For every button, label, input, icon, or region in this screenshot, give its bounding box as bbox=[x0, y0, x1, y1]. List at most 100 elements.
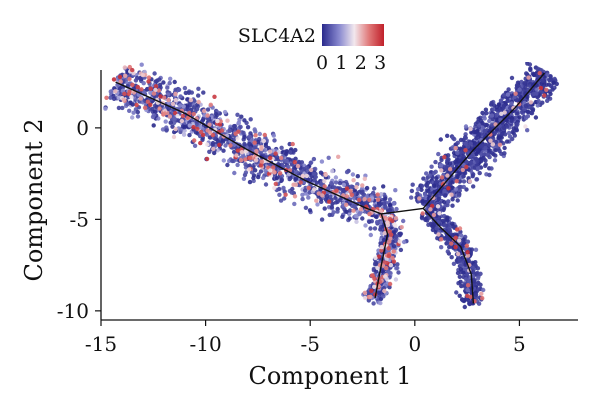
data-point bbox=[471, 184, 476, 189]
data-point bbox=[454, 179, 459, 184]
data-point bbox=[232, 170, 237, 176]
data-point bbox=[121, 97, 127, 103]
data-point bbox=[322, 184, 327, 189]
data-point bbox=[329, 204, 334, 210]
data-point bbox=[235, 112, 240, 118]
data-point bbox=[506, 87, 511, 92]
data-point bbox=[173, 110, 178, 116]
data-point bbox=[163, 119, 168, 124]
data-point bbox=[514, 111, 519, 116]
data-point bbox=[173, 87, 178, 93]
data-point bbox=[223, 143, 228, 148]
data-point bbox=[449, 192, 454, 197]
data-point bbox=[502, 110, 507, 115]
data-point bbox=[258, 163, 264, 168]
data-point bbox=[205, 113, 210, 118]
data-point bbox=[436, 151, 441, 157]
data-point bbox=[368, 294, 373, 299]
data-point bbox=[302, 188, 308, 193]
data-point bbox=[243, 162, 248, 167]
data-point bbox=[187, 132, 192, 138]
data-point bbox=[157, 106, 162, 111]
data-point bbox=[481, 152, 487, 157]
data-point bbox=[451, 261, 457, 266]
data-point bbox=[368, 226, 373, 231]
data-point bbox=[526, 109, 531, 115]
data-point bbox=[467, 179, 473, 184]
data-point bbox=[201, 116, 206, 121]
data-point bbox=[420, 199, 426, 204]
trajectory-lines bbox=[115, 72, 546, 304]
data-point bbox=[473, 156, 478, 161]
data-point bbox=[388, 262, 394, 268]
data-point bbox=[459, 297, 465, 302]
data-point bbox=[453, 145, 458, 151]
data-point bbox=[463, 124, 469, 129]
data-point bbox=[242, 118, 247, 123]
data-point bbox=[130, 67, 135, 73]
data-point bbox=[451, 150, 457, 156]
data-point bbox=[201, 108, 207, 114]
data-point bbox=[164, 128, 169, 133]
data-point bbox=[373, 255, 378, 261]
data-point bbox=[391, 201, 396, 206]
data-point bbox=[502, 145, 507, 151]
data-point bbox=[424, 183, 430, 189]
data-point bbox=[453, 244, 458, 250]
data-point bbox=[459, 233, 464, 238]
data-point bbox=[227, 158, 232, 164]
data-point bbox=[434, 226, 439, 231]
data-point bbox=[515, 122, 520, 127]
data-point bbox=[156, 88, 161, 93]
data-point bbox=[540, 78, 545, 83]
data-point bbox=[268, 155, 273, 161]
data-point bbox=[436, 196, 441, 202]
data-point bbox=[447, 167, 453, 172]
data-point bbox=[362, 295, 368, 301]
data-point bbox=[151, 113, 156, 118]
data-point bbox=[395, 262, 400, 267]
data-point bbox=[261, 138, 266, 144]
data-point bbox=[360, 216, 365, 221]
data-point bbox=[505, 92, 511, 97]
data-point bbox=[409, 195, 414, 200]
data-point bbox=[266, 146, 271, 151]
data-point bbox=[464, 159, 469, 165]
data-point bbox=[458, 267, 464, 272]
data-point bbox=[294, 170, 299, 175]
data-point bbox=[166, 106, 172, 111]
data-point bbox=[390, 218, 395, 224]
data-point bbox=[344, 186, 350, 191]
data-point bbox=[445, 158, 450, 163]
data-point bbox=[552, 76, 557, 82]
data-point bbox=[207, 122, 212, 127]
data-point bbox=[142, 105, 148, 111]
data-point bbox=[344, 209, 349, 214]
data-point bbox=[465, 287, 470, 293]
data-point bbox=[371, 301, 376, 306]
data-point bbox=[292, 165, 297, 170]
data-point bbox=[192, 143, 198, 148]
data-point bbox=[512, 133, 517, 138]
data-point bbox=[146, 75, 152, 80]
data-point bbox=[465, 283, 471, 288]
data-point bbox=[397, 231, 403, 236]
data-point bbox=[173, 98, 178, 103]
data-point bbox=[462, 304, 467, 310]
data-point bbox=[258, 169, 264, 174]
data-point bbox=[548, 83, 554, 89]
legend-colorbar bbox=[322, 24, 384, 46]
data-point bbox=[354, 185, 359, 190]
data-point bbox=[181, 104, 186, 109]
data-point bbox=[476, 301, 482, 306]
data-point bbox=[544, 87, 549, 93]
data-point bbox=[362, 290, 368, 295]
data-point bbox=[474, 151, 479, 157]
data-point bbox=[207, 130, 213, 135]
data-point bbox=[472, 165, 478, 170]
data-point bbox=[215, 118, 220, 124]
data-point bbox=[330, 201, 335, 206]
data-point bbox=[176, 87, 182, 93]
data-point bbox=[348, 188, 353, 194]
data-point bbox=[213, 111, 219, 117]
